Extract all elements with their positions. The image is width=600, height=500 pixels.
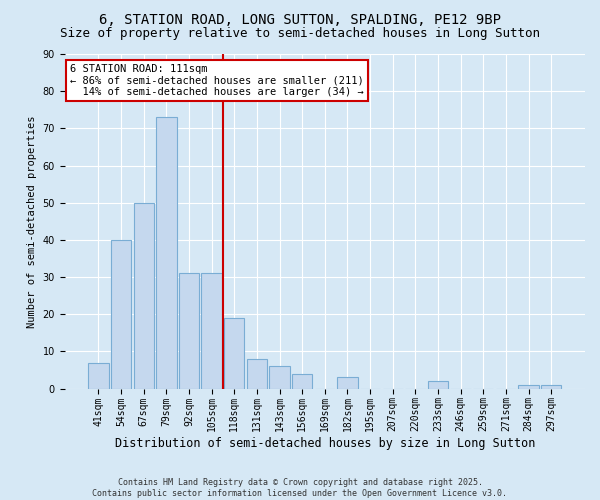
Bar bbox=[111, 240, 131, 388]
Bar bbox=[179, 274, 199, 388]
Bar bbox=[202, 274, 222, 388]
Bar bbox=[224, 318, 244, 388]
Text: 6, STATION ROAD, LONG SUTTON, SPALDING, PE12 9BP: 6, STATION ROAD, LONG SUTTON, SPALDING, … bbox=[99, 12, 501, 26]
Text: 6 STATION ROAD: 111sqm
← 86% of semi-detached houses are smaller (211)
  14% of : 6 STATION ROAD: 111sqm ← 86% of semi-det… bbox=[70, 64, 364, 97]
Bar bbox=[269, 366, 290, 388]
X-axis label: Distribution of semi-detached houses by size in Long Sutton: Distribution of semi-detached houses by … bbox=[115, 437, 535, 450]
Bar bbox=[88, 362, 109, 388]
Y-axis label: Number of semi-detached properties: Number of semi-detached properties bbox=[27, 115, 37, 328]
Bar bbox=[156, 117, 176, 388]
Bar bbox=[428, 381, 448, 388]
Text: Size of property relative to semi-detached houses in Long Sutton: Size of property relative to semi-detach… bbox=[60, 28, 540, 40]
Bar bbox=[337, 378, 358, 388]
Bar bbox=[134, 202, 154, 388]
Bar bbox=[247, 359, 267, 388]
Bar bbox=[518, 385, 539, 388]
Bar bbox=[541, 385, 562, 388]
Bar bbox=[292, 374, 313, 388]
Text: Contains HM Land Registry data © Crown copyright and database right 2025.
Contai: Contains HM Land Registry data © Crown c… bbox=[92, 478, 508, 498]
